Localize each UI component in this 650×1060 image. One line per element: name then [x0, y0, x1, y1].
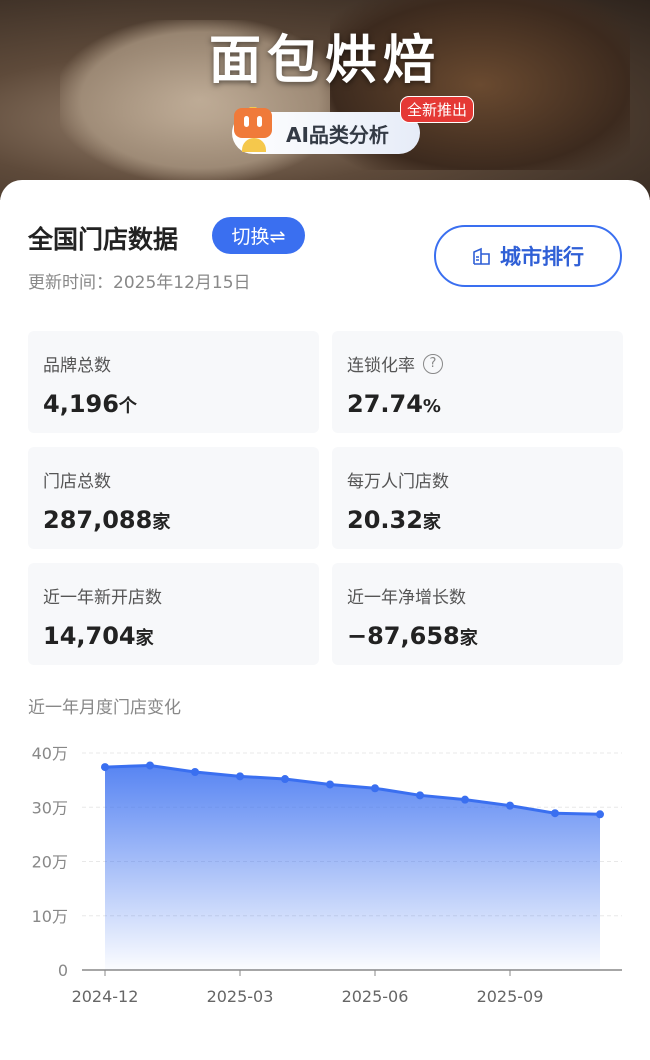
stat-unit: 家: [422, 512, 441, 533]
update-time: 更新时间：2025年12月15日: [28, 273, 251, 293]
y-tick-label: 30万: [32, 798, 68, 817]
data-point[interactable]: [146, 761, 154, 770]
stat-value: 4,196: [43, 390, 119, 418]
data-point[interactable]: [461, 795, 469, 804]
building-icon: [473, 247, 490, 265]
hero-banner: [0, 0, 650, 200]
y-tick-label: 0: [58, 961, 68, 980]
x-tick-label: 2025-09: [477, 987, 544, 1006]
stat-unit: 家: [135, 628, 154, 649]
help-icon[interactable]: ?: [423, 353, 443, 374]
store-trend-chart: 0 10万 20万 30万 40万 2024-12 2025-03 2025-06 2025-0…: [32, 744, 622, 1006]
switch-button[interactable]: 切换⇌: [212, 217, 305, 254]
stat-label: 门店总数: [43, 472, 111, 492]
data-point[interactable]: [596, 810, 604, 819]
data-point[interactable]: [281, 775, 289, 784]
stat-card: 品牌总数 4,196个: [28, 331, 319, 433]
stat-label: 连锁化率: [347, 356, 415, 376]
new-badge: 全新推出: [400, 96, 475, 123]
stat-label: 每万人门店数: [347, 472, 449, 492]
city-ranking-label: 城市排行: [500, 245, 584, 269]
stat-card: 近一年新开店数 14,704家: [28, 563, 319, 665]
data-point[interactable]: [551, 809, 559, 818]
stat-unit: %: [422, 396, 441, 417]
y-tick-label: 40万: [32, 744, 68, 763]
area-fill: [105, 765, 600, 970]
stat-label: 近一年净增长数: [347, 588, 466, 608]
data-point[interactable]: [371, 784, 379, 793]
chart-title: 近一年月度门店变化: [28, 698, 181, 718]
robot-icon: [234, 100, 274, 154]
data-point[interactable]: [236, 772, 244, 781]
x-tick-label: 2024-12: [72, 987, 139, 1006]
x-tick-label: 2025-03: [207, 987, 274, 1006]
stat-card: 近一年净增长数 −87,658家: [332, 563, 623, 665]
data-point[interactable]: [506, 801, 514, 810]
stat-unit: 家: [152, 512, 171, 533]
data-point[interactable]: [191, 767, 199, 776]
x-tick-label: 2025-06: [342, 987, 409, 1006]
series-line: [104, 763, 601, 816]
stat-value: −87,658: [347, 622, 460, 650]
stat-unit: 个: [118, 396, 137, 417]
data-point[interactable]: [416, 791, 424, 800]
category-title: 面包烘焙: [208, 31, 441, 91]
stat-value: 20.32: [347, 506, 423, 534]
stat-label: 近一年新开店数: [43, 588, 162, 608]
y-tick-label: 20万: [32, 853, 68, 872]
stat-card: 门店总数 287,088家: [28, 447, 319, 549]
stat-label: 品牌总数: [43, 356, 111, 376]
stat-value: 14,704: [43, 622, 136, 650]
city-ranking-button[interactable]: 城市排行: [434, 225, 622, 287]
stat-unit: 家: [459, 628, 478, 649]
stat-card: 每万人门店数 20.32家: [332, 447, 623, 549]
data-point[interactable]: [101, 763, 109, 772]
stat-value: 27.74: [347, 390, 423, 418]
y-tick-label: 10万: [32, 907, 68, 926]
page-title: 全国门店数据: [28, 225, 179, 254]
stat-card: 连锁化率? 27.74%: [332, 331, 623, 433]
data-point[interactable]: [326, 780, 334, 789]
stat-value: 287,088: [43, 506, 153, 534]
